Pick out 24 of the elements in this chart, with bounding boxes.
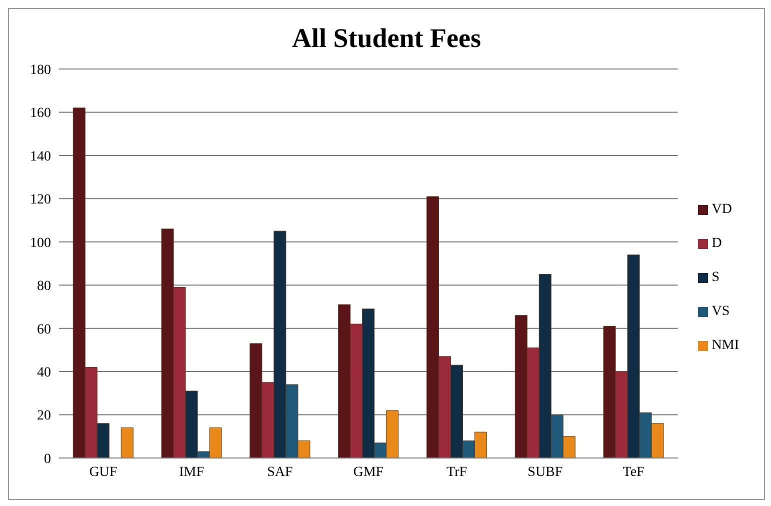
y-tick-label: 120 [30,192,51,208]
y-tick-label: 80 [37,279,51,294]
y-tick-label: 40 [37,366,51,381]
x-tick-label: IMF [179,464,204,480]
legend-label: VD [712,202,732,217]
legend-label: S [712,270,720,285]
bar [120,427,134,458]
x-tick-label: SUBF [528,464,563,480]
y-tick-label: 20 [37,408,51,424]
x-tick-label: SAF [267,464,294,480]
chart-title: All Student Fees [291,23,482,55]
x-tick-label: TrF [446,464,468,480]
legend-label: D [712,236,722,251]
x-tick-label: GMF [353,464,384,480]
x-tick-label: GUF [89,464,118,480]
y-tick-label: 60 [37,322,51,338]
x-tick-label: TeF [622,464,645,480]
legend-label: VS [712,304,730,319]
y-tick-label: 140 [30,149,51,164]
legend-label: NMI [712,338,739,353]
y-tick-label: 180 [30,62,51,78]
y-tick-label: 160 [30,106,51,122]
y-tick-label: 0 [44,452,51,467]
y-tick-label: 100 [30,236,51,251]
